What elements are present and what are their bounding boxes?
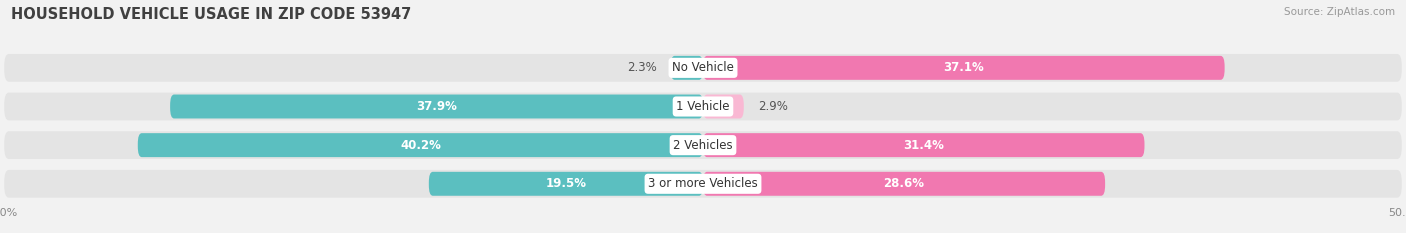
FancyBboxPatch shape [703,172,1105,196]
Text: 37.1%: 37.1% [943,61,984,74]
Text: 3 or more Vehicles: 3 or more Vehicles [648,177,758,190]
FancyBboxPatch shape [4,93,1402,120]
Text: 31.4%: 31.4% [903,139,945,152]
Text: 37.9%: 37.9% [416,100,457,113]
Text: No Vehicle: No Vehicle [672,61,734,74]
Text: HOUSEHOLD VEHICLE USAGE IN ZIP CODE 53947: HOUSEHOLD VEHICLE USAGE IN ZIP CODE 5394… [11,7,412,22]
Text: Source: ZipAtlas.com: Source: ZipAtlas.com [1284,7,1395,17]
Text: 19.5%: 19.5% [546,177,586,190]
FancyBboxPatch shape [4,54,1402,82]
FancyBboxPatch shape [138,133,703,157]
FancyBboxPatch shape [703,56,1225,80]
FancyBboxPatch shape [671,56,703,80]
Text: 40.2%: 40.2% [399,139,441,152]
FancyBboxPatch shape [429,172,703,196]
FancyBboxPatch shape [703,133,1144,157]
Text: 2.9%: 2.9% [758,100,787,113]
Text: 1 Vehicle: 1 Vehicle [676,100,730,113]
FancyBboxPatch shape [703,95,744,118]
FancyBboxPatch shape [170,95,703,118]
Text: 2.3%: 2.3% [627,61,657,74]
FancyBboxPatch shape [4,131,1402,159]
Text: 2 Vehicles: 2 Vehicles [673,139,733,152]
Text: 28.6%: 28.6% [883,177,925,190]
FancyBboxPatch shape [4,170,1402,198]
